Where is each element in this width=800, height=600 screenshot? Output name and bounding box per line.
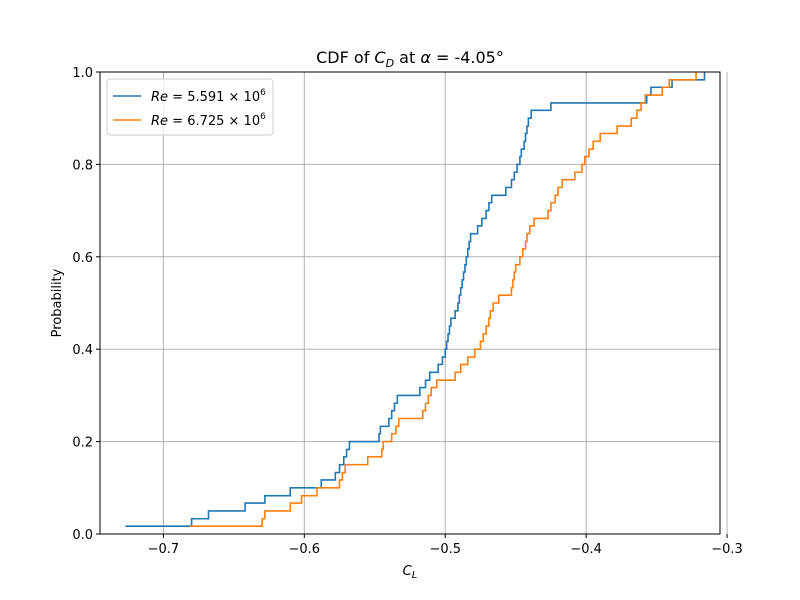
chart-title: CDF of CD at α = -4.05° [316, 48, 504, 70]
x-axis-label: CL [403, 564, 418, 581]
y-tick-label: 0.4 [72, 343, 93, 358]
legend-label-series-2: Re = 6.725 × 106 [151, 112, 266, 129]
series-layer [125, 72, 706, 527]
cdf-series-1-line [125, 72, 706, 527]
cdf-series-2-line [190, 72, 697, 527]
y-tick-layer: 0.0 0.2 0.4 0.6 0.8 1.0 [72, 66, 100, 543]
legend-box [106, 78, 274, 136]
x-tick-label: −0.5 [429, 542, 461, 557]
y-tick-label: 0.0 [72, 528, 93, 543]
y-tick-label: 0.6 [72, 251, 93, 266]
x-tick-label: −0.3 [711, 542, 743, 557]
legend: Re = 5.591 × 106 Re = 6.725 × 106 [106, 78, 274, 136]
x-tick-layer: −0.7 −0.6 −0.5 −0.4 −0.3 [148, 534, 743, 557]
y-tick-label: 0.2 [72, 436, 93, 451]
plot-frame [99, 71, 721, 535]
x-tick-label: −0.7 [148, 542, 180, 557]
y-tick-label: 0.8 [72, 158, 93, 173]
y-axis-label: Probability [50, 268, 65, 337]
y-tick-label: 1.0 [72, 66, 93, 81]
x-tick-label: −0.6 [289, 542, 321, 557]
x-tick-label: −0.4 [570, 542, 602, 557]
legend-label-series-1: Re = 5.591 × 106 [151, 88, 266, 105]
plot-area [100, 72, 720, 534]
